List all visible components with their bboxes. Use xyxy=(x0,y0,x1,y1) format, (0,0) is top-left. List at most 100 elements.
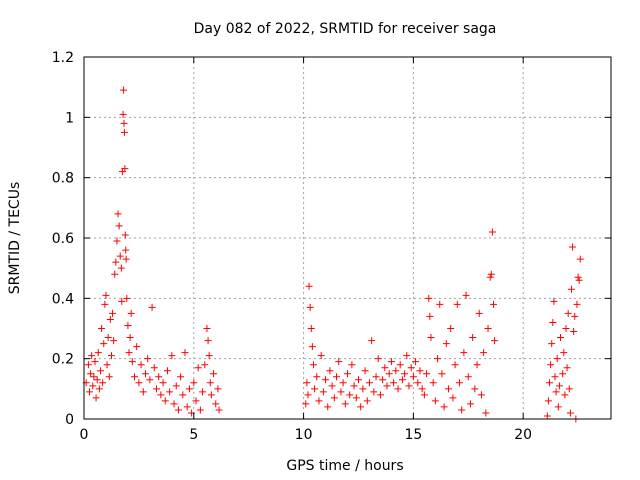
data-point xyxy=(174,406,182,414)
data-point xyxy=(302,400,310,408)
data-point xyxy=(100,340,108,348)
data-point xyxy=(562,325,570,332)
data-point xyxy=(120,119,128,127)
data-point xyxy=(484,325,492,332)
data-point xyxy=(462,291,470,299)
data-point xyxy=(354,376,362,384)
data-point xyxy=(170,400,178,408)
data-point xyxy=(317,352,325,360)
data-point xyxy=(183,403,191,411)
data-point xyxy=(121,231,129,239)
x-tick-label: 20 xyxy=(514,427,532,443)
data-point xyxy=(555,382,563,390)
data-point xyxy=(339,379,347,387)
data-point xyxy=(449,394,457,402)
x-tick-label: 15 xyxy=(404,427,422,443)
data-point xyxy=(464,373,472,381)
y-tick-label: 1 xyxy=(65,110,74,126)
data-point xyxy=(125,349,133,357)
data-point xyxy=(374,355,382,363)
data-point xyxy=(93,376,101,384)
data-point xyxy=(133,343,141,351)
data-point xyxy=(409,373,417,381)
data-point xyxy=(324,403,332,411)
data-point xyxy=(365,379,373,387)
data-point xyxy=(168,352,176,360)
data-point xyxy=(207,391,215,399)
data-point xyxy=(486,273,494,281)
y-tick-label: 1.2 xyxy=(52,50,74,66)
data-point xyxy=(466,400,474,408)
data-point xyxy=(561,391,569,399)
data-point xyxy=(574,273,582,281)
data-point xyxy=(556,334,564,342)
data-point xyxy=(566,409,574,417)
data-point xyxy=(118,297,126,305)
data-point xyxy=(127,309,135,317)
data-point xyxy=(163,367,171,375)
data-point xyxy=(383,382,391,390)
data-point xyxy=(565,385,573,393)
data-point xyxy=(564,309,572,317)
data-point xyxy=(442,340,450,348)
axis-ticks xyxy=(83,56,611,420)
data-point xyxy=(85,388,93,396)
data-point xyxy=(144,355,152,363)
data-point xyxy=(330,394,338,402)
data-point xyxy=(394,385,402,393)
data-point xyxy=(453,300,461,308)
data-point xyxy=(326,367,334,375)
data-point xyxy=(573,300,581,308)
data-point xyxy=(102,291,110,299)
data-point xyxy=(396,361,404,369)
data-point xyxy=(203,325,211,332)
data-point xyxy=(350,382,358,390)
data-point xyxy=(550,297,558,305)
data-point xyxy=(576,255,584,263)
data-point xyxy=(385,370,393,378)
data-point xyxy=(305,282,313,290)
data-point xyxy=(431,397,439,405)
data-point xyxy=(553,355,561,363)
data-point xyxy=(341,400,349,408)
data-point xyxy=(407,364,415,372)
data-point xyxy=(458,406,466,414)
data-point xyxy=(306,303,314,311)
data-point xyxy=(319,388,327,396)
data-point xyxy=(307,325,315,332)
data-point xyxy=(111,270,119,278)
data-point xyxy=(201,361,209,369)
chart-title: Day 082 of 2022, SRMTID for receiver sag… xyxy=(194,21,497,37)
data-point xyxy=(477,391,485,399)
data-point xyxy=(451,361,459,369)
data-point xyxy=(490,300,498,308)
data-point xyxy=(121,165,129,173)
data-point xyxy=(152,385,160,393)
data-point xyxy=(185,385,193,393)
data-point xyxy=(194,364,202,372)
data-point xyxy=(94,349,102,357)
data-point xyxy=(177,373,185,381)
data-point xyxy=(110,337,118,345)
data-point xyxy=(403,352,411,360)
data-point xyxy=(88,352,96,360)
data-point xyxy=(155,373,163,381)
data-point xyxy=(387,358,395,366)
data-point xyxy=(126,334,134,342)
data-point xyxy=(559,370,567,378)
data-point xyxy=(92,394,100,402)
data-point xyxy=(84,361,92,369)
data-point xyxy=(401,370,409,378)
data-point xyxy=(546,379,554,387)
data-point xyxy=(212,400,220,408)
data-point xyxy=(376,391,384,399)
data-point xyxy=(491,337,499,345)
data-point xyxy=(438,370,446,378)
data-point xyxy=(95,385,103,393)
data-point xyxy=(370,388,378,396)
data-point xyxy=(455,379,463,387)
data-point xyxy=(359,385,367,393)
data-point xyxy=(488,228,496,236)
data-point xyxy=(91,358,99,366)
